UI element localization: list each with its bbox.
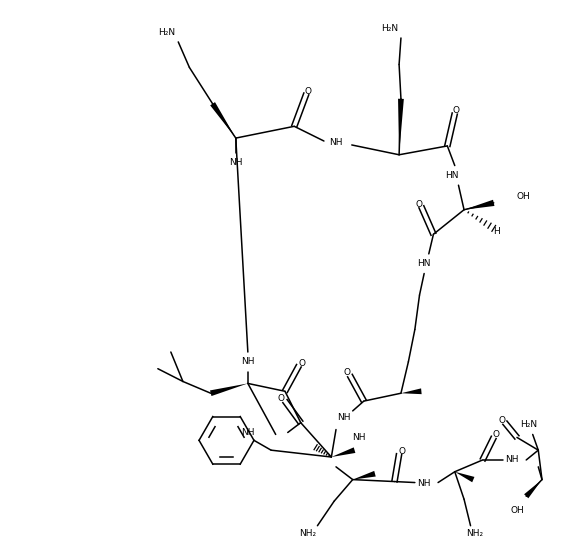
- Polygon shape: [464, 200, 494, 210]
- Text: HN: HN: [445, 171, 459, 180]
- Polygon shape: [210, 102, 236, 138]
- Text: O: O: [298, 359, 305, 367]
- Text: H₂N: H₂N: [381, 24, 398, 33]
- Text: NH: NH: [241, 428, 255, 437]
- Text: NH: NH: [352, 433, 366, 442]
- Text: NH: NH: [241, 357, 254, 366]
- Text: NH: NH: [329, 138, 343, 147]
- Text: O: O: [453, 107, 460, 116]
- Text: O: O: [499, 415, 506, 424]
- Text: O: O: [344, 369, 351, 378]
- Polygon shape: [353, 471, 376, 479]
- Polygon shape: [455, 472, 475, 482]
- Polygon shape: [524, 479, 542, 498]
- Polygon shape: [398, 99, 404, 155]
- Text: NH: NH: [418, 479, 431, 488]
- Text: NH: NH: [337, 413, 350, 422]
- Polygon shape: [331, 448, 356, 457]
- Text: O: O: [277, 394, 284, 403]
- Text: O: O: [415, 200, 422, 209]
- Text: NH₂: NH₂: [467, 529, 484, 538]
- Text: H: H: [493, 226, 500, 236]
- Text: H₂N: H₂N: [521, 420, 538, 429]
- Text: H₂N: H₂N: [158, 27, 175, 37]
- Text: OH: OH: [517, 193, 530, 201]
- Text: HN: HN: [418, 259, 431, 268]
- Text: O: O: [493, 430, 500, 439]
- Text: NH: NH: [229, 158, 242, 167]
- Polygon shape: [401, 388, 422, 394]
- Text: O: O: [398, 447, 405, 456]
- Text: OH: OH: [510, 506, 524, 515]
- Text: NH: NH: [505, 456, 519, 464]
- Text: NH₂: NH₂: [300, 529, 317, 538]
- Polygon shape: [210, 384, 248, 396]
- Text: O: O: [304, 87, 311, 96]
